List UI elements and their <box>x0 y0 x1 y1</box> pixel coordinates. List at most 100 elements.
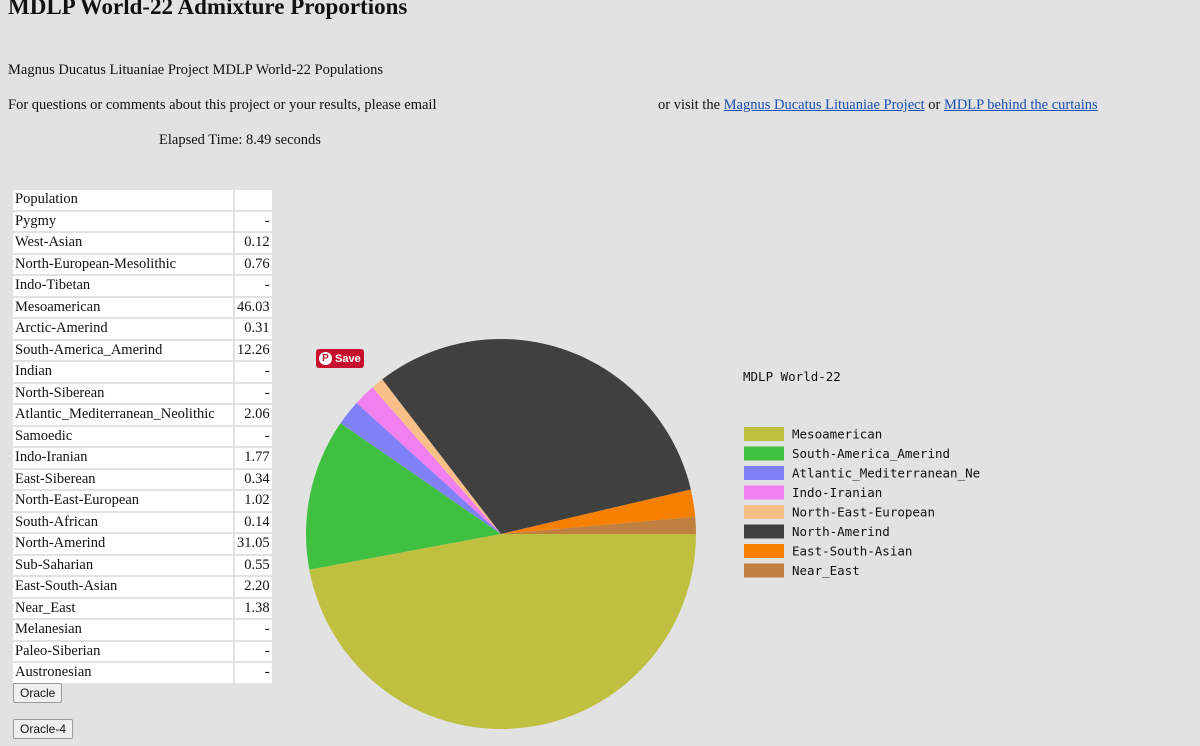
curtains-link[interactable]: MDLP behind the curtains <box>943 97 1098 113</box>
population-name: North-Siberean <box>13 383 233 403</box>
population-name: East-Siberean <box>13 469 233 489</box>
population-name: Paleo-Siberian <box>13 641 233 661</box>
contact-visit-text: or visit the <box>658 97 721 113</box>
population-value: 1.77 <box>235 448 272 468</box>
table-row: Arctic-Amerind 0.31 <box>13 319 272 339</box>
population-value: - <box>235 426 272 446</box>
project-link[interactable]: Magnus Ducatus Lituaniae Project <box>723 97 925 113</box>
population-value: - <box>235 211 272 231</box>
population-value: - <box>235 620 272 640</box>
table-row: East-Siberean 0.34 <box>13 469 272 489</box>
table-row: Pygmy - <box>13 211 272 231</box>
contact-or-text: or <box>928 97 941 113</box>
population-value: 1.38 <box>235 598 272 618</box>
legend-swatch <box>744 544 784 558</box>
legend-swatch <box>744 427 784 441</box>
population-value: 31.05 <box>235 534 272 554</box>
table-row: Indo-Tibetan - <box>13 276 272 296</box>
table-row: North-Amerind 31.05 <box>13 534 272 554</box>
page-title: MDLP World-22 Admixture Proportions <box>8 0 408 19</box>
population-value: 0.14 <box>235 512 272 532</box>
legend-label: North-Amerind <box>792 524 890 539</box>
table-row: Paleo-Siberian - <box>13 641 272 661</box>
legend-swatch <box>744 446 784 461</box>
population-value: - <box>235 362 272 382</box>
population-name: Atlantic_Mediterranean_Neolithic <box>13 405 233 425</box>
contact-links: or visit the Magnus Ducatus Lituaniae Pr… <box>658 97 1098 114</box>
population-name: Indo-Tibetan <box>13 276 233 296</box>
pie-slice <box>501 516 696 534</box>
pie-slice <box>382 339 691 534</box>
population-name: Mesoamerican <box>13 297 233 317</box>
population-value: - <box>235 383 272 403</box>
table-row: Austronesian - <box>13 663 272 683</box>
table-header-row: Population <box>13 190 272 210</box>
legend-swatch <box>744 505 784 519</box>
pie-slice <box>501 489 696 534</box>
oracle-button[interactable]: Oracle <box>13 683 63 703</box>
pie-slice <box>309 534 696 729</box>
population-value: 2.20 <box>235 577 272 597</box>
population-name: Near_East <box>13 598 233 618</box>
population-name: East-South-Asian <box>13 577 233 597</box>
pie-slice <box>356 387 501 534</box>
legend-swatch <box>744 524 784 539</box>
table-row: North-Siberean - <box>13 383 272 403</box>
pie-slice <box>306 423 501 570</box>
table-row: Mesoamerican 46.03 <box>13 297 272 317</box>
population-name: Indian <box>13 362 233 382</box>
population-value: - <box>235 663 272 683</box>
table-row: Sub-Saharian 0.55 <box>13 555 272 575</box>
table-row: Indian - <box>13 362 272 382</box>
pinterest-icon: P <box>319 352 332 365</box>
table-row: East-South-Asian 2.20 <box>13 577 272 597</box>
legend-label: Mesoamerican <box>792 427 882 442</box>
population-name: Austronesian <box>13 663 233 683</box>
table-header: Population <box>13 190 233 210</box>
chart-title: MDLP World-22 <box>743 369 841 384</box>
table-row: Melanesian - <box>13 620 272 640</box>
population-name: Arctic-Amerind <box>13 319 233 339</box>
legend-swatch <box>744 563 784 578</box>
table-header-value <box>235 190 272 210</box>
population-value: 46.03 <box>235 297 272 317</box>
oracle4-button[interactable]: Oracle-4 <box>13 719 74 739</box>
save-button[interactable]: P Save <box>316 349 364 368</box>
population-value: 0.12 <box>235 233 272 253</box>
table-row: West-Asian 0.12 <box>13 233 272 253</box>
table-row: North-East-European 1.02 <box>13 491 272 511</box>
legend-swatch <box>744 485 784 500</box>
table-row: North-European-Mesolithic 0.76 <box>13 254 272 274</box>
population-value: 0.55 <box>235 555 272 575</box>
table-row: Near_East 1.38 <box>13 598 272 618</box>
population-value: 0.76 <box>235 254 272 274</box>
pie-slice <box>372 379 501 534</box>
save-label: Save <box>335 352 361 365</box>
legend-label: Near_East <box>792 563 860 578</box>
legend-label: East-South-Asian <box>792 544 912 559</box>
legend-label: North-East-European <box>792 505 935 520</box>
population-name: North-Amerind <box>13 534 233 554</box>
population-name: Sub-Saharian <box>13 555 233 575</box>
population-value: 2.06 <box>235 405 272 425</box>
subtitle: Magnus Ducatus Lituaniae Project MDLP Wo… <box>8 62 383 78</box>
table-row: Indo-Iranian 1.77 <box>13 448 272 468</box>
legend-label: South-America_Amerind <box>792 446 950 461</box>
population-name: West-Asian <box>13 233 233 253</box>
population-name: South-African <box>13 512 233 532</box>
contact-text: For questions or comments about this pro… <box>8 97 437 113</box>
population-name: North-European-Mesolithic <box>13 254 233 274</box>
population-value: 12.26 <box>235 340 272 360</box>
population-value: 0.31 <box>235 319 272 339</box>
table-row: South-America_Amerind 12.26 <box>13 340 272 360</box>
population-value: 1.02 <box>235 491 272 511</box>
legend-label: Indo-Iranian <box>792 485 882 500</box>
pie-slice <box>340 402 501 534</box>
elapsed-time: Elapsed Time: 8.49 seconds <box>159 132 321 148</box>
population-name: Pygmy <box>13 211 233 231</box>
legend-label: Atlantic_Mediterranean_Ne <box>792 466 980 481</box>
population-name: North-East-European <box>13 491 233 511</box>
table-row: South-African 0.14 <box>13 512 272 532</box>
population-name: Samoedic <box>13 426 233 446</box>
